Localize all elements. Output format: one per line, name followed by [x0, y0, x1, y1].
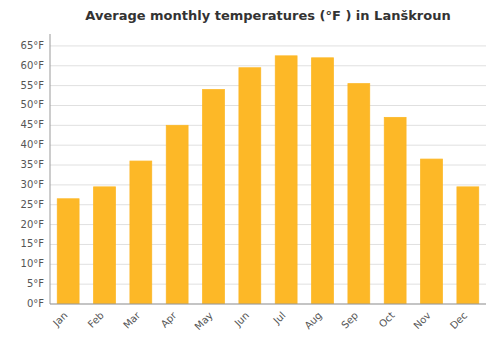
- x-tick-label: Jul: [271, 310, 288, 327]
- grid-line: [50, 45, 486, 46]
- bar: [275, 56, 297, 304]
- grid-line: [50, 85, 486, 86]
- y-tick-label: 25°F: [21, 199, 45, 210]
- y-tick-label: 5°F: [27, 278, 44, 289]
- y-grid: [50, 46, 486, 304]
- bar: [130, 161, 152, 304]
- x-tick-label: Apr: [159, 309, 180, 330]
- x-tick-label: Sep: [339, 310, 360, 331]
- grid-line: [50, 125, 486, 126]
- bar: [57, 199, 79, 304]
- y-axis-line: [50, 34, 51, 304]
- y-tick-label: 45°F: [21, 119, 45, 130]
- grid-line: [50, 105, 486, 106]
- y-tick-label: 0°F: [27, 298, 44, 309]
- x-tick-label: May: [193, 310, 215, 332]
- grid-line: [50, 304, 486, 305]
- grid-line: [50, 145, 486, 146]
- bar: [421, 159, 443, 304]
- x-tick-label: Nov: [411, 310, 433, 332]
- x-tick-label: Mar: [121, 309, 143, 331]
- bar: [384, 117, 406, 304]
- chart-title: Average monthly temperatures (°F ) in La…: [85, 8, 450, 23]
- chart-container: Average monthly temperatures (°F ) in La…: [0, 0, 500, 350]
- bar: [94, 187, 116, 304]
- x-tick-label: Jan: [50, 310, 69, 329]
- bar: [166, 125, 188, 304]
- y-tick-label: 15°F: [21, 238, 45, 249]
- x-axis-line: [50, 304, 486, 305]
- x-tick-label: Aug: [302, 310, 324, 332]
- bar: [312, 58, 334, 304]
- y-tick-label: 40°F: [21, 139, 45, 150]
- y-tick-label: 10°F: [21, 258, 45, 269]
- x-tick-label: Dec: [448, 310, 469, 331]
- chart-svg: Average monthly temperatures (°F ) in La…: [0, 0, 500, 350]
- bar: [203, 90, 225, 304]
- y-tick-label: 35°F: [21, 159, 45, 170]
- bars: [57, 56, 478, 304]
- x-tick-label: Jun: [232, 310, 252, 330]
- x-tick-label: Oct: [377, 310, 397, 330]
- y-tick-label: 65°F: [21, 40, 45, 51]
- y-tick-label: 50°F: [21, 99, 45, 110]
- grid-line: [50, 65, 486, 66]
- bar: [457, 187, 479, 304]
- y-tick-label: 30°F: [21, 179, 45, 190]
- bar: [348, 84, 370, 304]
- x-tick-label: Feb: [86, 310, 106, 330]
- bar: [239, 68, 261, 304]
- y-tick-label: 60°F: [21, 60, 45, 71]
- y-tick-label: 55°F: [21, 80, 45, 91]
- y-tick-label: 20°F: [21, 219, 45, 230]
